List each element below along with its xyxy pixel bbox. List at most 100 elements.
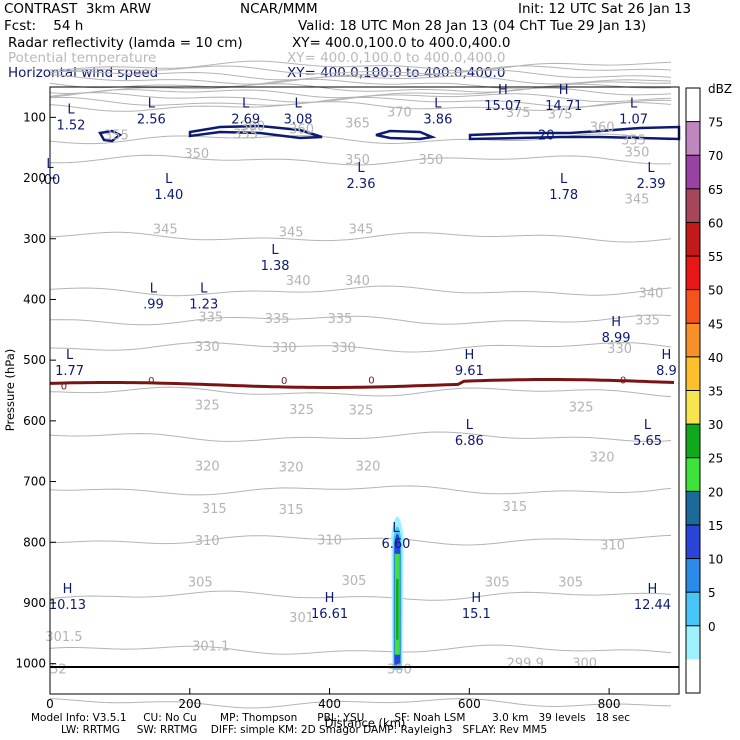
theta-contour-label: 355 bbox=[233, 127, 258, 142]
wind-contour-label: 0 bbox=[620, 376, 626, 387]
colorbar-swatch bbox=[686, 524, 700, 559]
theta-contour-label: 320 bbox=[279, 461, 304, 476]
theta-contour-label: 335 bbox=[198, 311, 223, 326]
colorbar-unit: dBZ bbox=[708, 82, 732, 96]
theta-contour bbox=[49, 96, 672, 108]
theta-contour-label: 365 bbox=[345, 116, 370, 131]
colorbar-swatch bbox=[686, 121, 700, 156]
extremum-value: 2.69 bbox=[231, 112, 260, 127]
theta-contour-label: 310 bbox=[600, 538, 625, 553]
colorbar-tick-label: 30 bbox=[708, 418, 723, 432]
theta-contour bbox=[49, 644, 672, 655]
colorbar-swatch bbox=[686, 558, 700, 593]
theta-contour bbox=[49, 231, 672, 243]
extremum-marker: L bbox=[165, 172, 173, 187]
extremum-marker: L bbox=[294, 96, 302, 111]
wind-contour-label: 20 bbox=[538, 129, 555, 144]
extremum-marker: H bbox=[325, 591, 335, 606]
theta-contour-label: 325 bbox=[349, 404, 374, 419]
theta-contour-label: 301.1 bbox=[192, 640, 229, 655]
theta-contour bbox=[49, 285, 672, 297]
colorbar-tick-label: 35 bbox=[708, 385, 723, 399]
theta-contour-label: 299.9 bbox=[507, 657, 544, 672]
theta-contour bbox=[49, 65, 672, 75]
theta-contour-label: 340 bbox=[286, 274, 311, 289]
extremum-marker: L bbox=[148, 96, 156, 111]
y-tick-label: 400 bbox=[23, 292, 46, 306]
wind-contour-20-segment bbox=[375, 129, 437, 141]
theta-contour-label: 320 bbox=[590, 450, 615, 465]
wind-contour-20-segment bbox=[188, 124, 323, 140]
extremum-marker: L bbox=[67, 102, 75, 117]
theta-contour bbox=[49, 386, 672, 398]
theta-contour-label: 370 bbox=[387, 105, 412, 120]
footer-model-info: Model Info: V3.5.1 CU: No Cu MP: Thompso… bbox=[31, 712, 631, 724]
colorbar-tick-label: 50 bbox=[708, 284, 723, 298]
extremum-marker: L bbox=[150, 281, 158, 296]
plot-frame bbox=[49, 86, 680, 695]
field1-name: Radar reflectivity (lamda = 10 cm) bbox=[8, 35, 243, 51]
y-tick-label: 800 bbox=[23, 535, 46, 549]
extremum-marker: L bbox=[644, 418, 652, 433]
x-tick-label: 800 bbox=[598, 697, 621, 711]
x-tick-label: 200 bbox=[178, 697, 201, 711]
colorbar-swatch bbox=[686, 323, 700, 358]
theta-contour-label: 360 bbox=[240, 119, 265, 134]
theta-contour bbox=[49, 698, 672, 709]
x-tick-label: 600 bbox=[458, 697, 481, 711]
extremum-marker: H bbox=[662, 348, 672, 363]
theta-contour bbox=[49, 101, 672, 112]
colorbar-tick-label: 60 bbox=[708, 216, 723, 230]
theta-contour-label: 350 bbox=[345, 153, 370, 168]
extremum-marker: L bbox=[271, 243, 279, 258]
wind-contour-label: 0 bbox=[281, 376, 287, 387]
extremum-value: 15.1 bbox=[462, 607, 491, 622]
extremum-marker: L bbox=[357, 161, 365, 176]
extremum-value: 16.61 bbox=[311, 607, 348, 622]
y-tick-label: 100 bbox=[23, 110, 46, 124]
wind-contour-label: 0 bbox=[61, 382, 67, 393]
extremum-value: 1.77 bbox=[55, 364, 84, 379]
extremum-value: 1.07 bbox=[619, 112, 648, 127]
x-tick-label: 0 bbox=[46, 697, 54, 711]
theta-contour-label: 330 bbox=[195, 340, 220, 355]
theta-contour-label: 325 bbox=[195, 399, 220, 414]
theta-contour bbox=[49, 590, 672, 601]
extremum-marker: H bbox=[559, 83, 569, 98]
x-axis-label: Distance (km) bbox=[325, 716, 406, 730]
colorbar-tick-label: 55 bbox=[708, 250, 723, 264]
extremum-marker: L bbox=[392, 521, 400, 536]
model-title: CONTRAST 3km ARW bbox=[4, 1, 152, 17]
colorbar-tick-label: 45 bbox=[708, 317, 723, 331]
theta-contour-label: 345 bbox=[153, 223, 178, 238]
y-tick-label: 600 bbox=[23, 414, 46, 428]
theta-contour-label: 310 bbox=[195, 534, 220, 549]
colorbar-tick-label: 65 bbox=[708, 183, 723, 197]
theta-contour-label: 325 bbox=[569, 400, 594, 415]
theta-contour-label: 360 bbox=[289, 122, 314, 137]
extremum-marker: L bbox=[242, 96, 250, 111]
extremum-marker: H bbox=[611, 315, 621, 330]
theta-contour bbox=[49, 74, 672, 85]
theta-contour bbox=[49, 83, 672, 95]
theta-contour-label: 355 bbox=[621, 133, 646, 148]
field2-xy: XY= 400.0,100.0 to 400.0,400.0 bbox=[287, 50, 506, 66]
theta-contour-label: 330 bbox=[607, 342, 632, 357]
colorbar-tick-label: 40 bbox=[708, 351, 723, 365]
wind-contour-zero bbox=[49, 378, 675, 389]
wind-contour-label: 0 bbox=[148, 376, 154, 387]
colorbar-tick-label: 25 bbox=[708, 452, 723, 466]
theta-contour-label: 320 bbox=[195, 459, 220, 474]
theta-contour bbox=[49, 133, 672, 145]
theta-contour-label: 340 bbox=[639, 286, 664, 301]
theta-contour-label: 355 bbox=[104, 129, 129, 144]
theta-contour-label: 300 bbox=[387, 663, 412, 678]
theta-contour-label: 315 bbox=[279, 503, 304, 518]
theta-contour-label: 301.5 bbox=[45, 630, 82, 645]
wind-contour-20-segment bbox=[468, 125, 681, 141]
theta-contour-label: 375 bbox=[548, 107, 573, 122]
colorbar-swatch bbox=[686, 222, 700, 257]
colorbar-swatch bbox=[686, 424, 700, 459]
theta-contour-label: 305 bbox=[188, 575, 213, 590]
theta-contour bbox=[49, 534, 672, 546]
